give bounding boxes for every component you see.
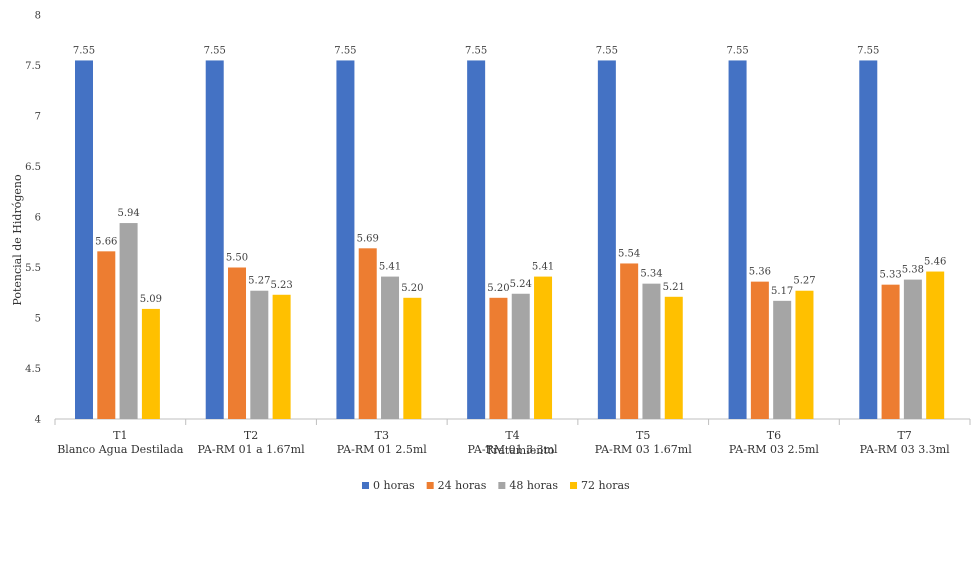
bar (336, 60, 355, 419)
category-label: PA-RM 03 1.67ml (595, 443, 693, 456)
data-label: 5.27 (248, 276, 270, 287)
bar (228, 267, 247, 419)
data-labels: 7.55 7.55 7.55 7.55 7.55 7.55 7.55 5.66 5.50 5.69… (73, 45, 946, 304)
data-label: 5.36 (749, 267, 771, 278)
category-label: Blanco Agua Destilada (57, 443, 184, 456)
category-label: T1 (113, 429, 127, 442)
y-tick-label: 6 (35, 213, 41, 224)
bar (75, 60, 93, 419)
category-label: T7 (897, 429, 911, 442)
bar (141, 308, 160, 419)
bar (250, 290, 269, 419)
category-label: PA-RM 03 2.5ml (729, 443, 820, 456)
data-label: 5.34 (640, 269, 662, 280)
data-label: 5.24 (510, 279, 532, 290)
bar (97, 251, 116, 419)
data-label: 5.50 (226, 253, 248, 264)
data-label: 7.55 (73, 45, 95, 56)
data-label: 7.55 (465, 45, 487, 56)
x-axis-title: Tratamiento (486, 444, 555, 457)
bar (534, 276, 553, 419)
y-tick-label: 7 (35, 112, 41, 123)
bar (926, 271, 945, 419)
legend-swatch (362, 482, 369, 489)
data-label: 5.09 (140, 294, 162, 305)
data-label: 7.55 (204, 45, 226, 56)
bar (750, 281, 769, 419)
bar (597, 60, 616, 419)
data-label: 5.33 (879, 270, 901, 281)
data-label: 5.54 (618, 248, 640, 259)
bar (205, 60, 224, 419)
bar (881, 284, 900, 419)
bar (773, 300, 792, 419)
x-axis (54, 418, 971, 425)
legend-swatch (426, 482, 434, 489)
bar (620, 263, 639, 419)
data-label: 7.55 (857, 45, 879, 56)
bar (859, 60, 878, 419)
data-label: 5.17 (771, 286, 793, 297)
legend-label: 0 horas (373, 479, 415, 492)
legend-label: 48 horas (509, 479, 558, 492)
bar (728, 60, 747, 419)
data-label: 5.23 (270, 280, 292, 291)
bar (489, 297, 508, 419)
y-tick-label: 7.5 (25, 61, 41, 72)
y-axis: 4 4.5 5 5.5 6 6.5 7 7.5 8 (25, 11, 41, 426)
data-label: 7.55 (596, 45, 618, 56)
legend-label: 72 horas (581, 479, 630, 492)
legend-swatch (570, 482, 578, 489)
y-tick-label: 4 (35, 415, 41, 426)
bar (358, 248, 377, 419)
category-label: T6 (767, 429, 781, 442)
bar (381, 276, 400, 419)
bar (664, 296, 683, 419)
data-label: 5.66 (95, 236, 117, 247)
data-label: 5.41 (379, 262, 401, 273)
data-label: 5.20 (401, 283, 423, 294)
data-label: 7.55 (334, 45, 356, 56)
y-tick-label: 5 (35, 314, 41, 325)
data-label: 5.20 (487, 283, 509, 294)
category-label: PA-RM 03 3.3ml (860, 443, 951, 456)
y-axis-title: Potencial de Hidrógeno (11, 174, 24, 306)
data-label: 5.21 (663, 282, 685, 293)
category-label: T2 (244, 429, 258, 442)
data-label: 5.46 (924, 257, 946, 268)
category-label: T5 (636, 429, 650, 442)
bar (272, 294, 291, 419)
category-label: PA-RM 01 3.3ml (467, 443, 558, 456)
legend-swatch (498, 482, 506, 489)
data-label: 5.27 (793, 276, 815, 287)
category-label: T3 (375, 429, 389, 442)
bar (795, 290, 814, 419)
bars (75, 60, 945, 419)
y-tick-label: 8 (35, 11, 41, 22)
bar (903, 279, 922, 419)
bar (467, 60, 486, 419)
bar (403, 297, 422, 419)
category-label: PA-RM 01 a 1.67ml (198, 443, 306, 456)
legend: 0 horas 24 horas 48 horas 72 horas (362, 479, 630, 492)
data-label: 5.41 (532, 262, 554, 273)
data-label: 5.94 (117, 208, 139, 219)
y-tick-label: 6.5 (25, 162, 41, 173)
category-label: T4 (505, 429, 519, 442)
data-label: 7.55 (726, 45, 748, 56)
y-tick-label: 4.5 (25, 364, 41, 375)
legend-label: 24 horas (438, 479, 487, 492)
data-label: 5.38 (902, 265, 924, 276)
y-tick-label: 5.5 (25, 263, 41, 274)
bar (642, 283, 661, 419)
bar (119, 223, 138, 419)
data-label: 5.69 (357, 233, 379, 244)
category-label: PA-RM 01 2.5ml (337, 443, 428, 456)
bar (511, 293, 530, 419)
